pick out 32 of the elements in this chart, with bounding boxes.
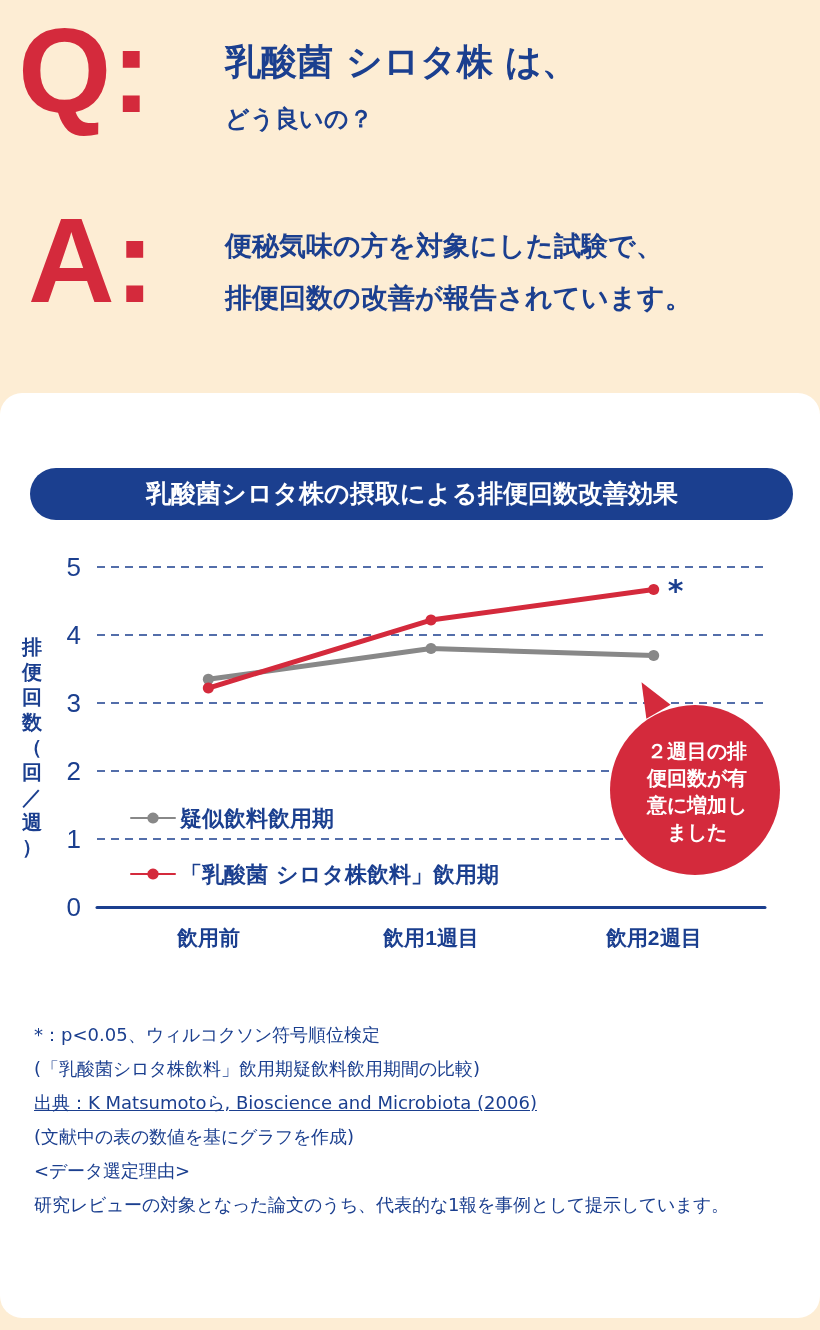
text: Q: [18,3,152,137]
source-note: 出典：K Matsumotoら, Bioscience and Microbiota (2006) [34,1091,538,1115]
text: どう良いの？ [225,104,373,135]
point [202,682,214,694]
text: (文献中の表の数値を基にグラフを作成) [34,1125,356,1149]
text: 排便回数（回／週） [22,635,42,859]
y-tick-label: 0 [66,892,81,922]
point [425,614,437,626]
y-tick-label: 3 [66,688,81,718]
text: A: [28,193,155,327]
text: 排便回数の改善が報告されています。 [225,281,692,315]
text: 便秘気味の方を対象にした試験で、 [225,229,663,263]
text: <データ選定理由> [34,1159,192,1183]
x-tick-label: 飲用前 [175,926,240,949]
y-tick-label: 2 [66,756,81,786]
point [425,643,437,655]
text: *：p<0.05、ウィルコクソン符号順位検定 [34,1023,381,1047]
y-tick-label: 1 [66,824,81,854]
text: (「乳酸菌シロタ株飲料」飲用期疑飲料飲用期間の比較) [34,1057,482,1081]
point [648,583,660,595]
point [648,649,660,661]
x-tick-label: 飲用1週目 [382,926,479,949]
text: 研究レビューの対象となった論文のうち、代表的な1報を事例として提示しています。 [34,1193,731,1217]
annotation: ２週目の排便回数が有意に増加しました [645,738,748,846]
annotation: * [667,573,684,609]
chart-title: 乳酸菌シロタ株の摂取による排便回数改善効果 [30,468,793,520]
y-tick-label: 5 [66,552,81,582]
legend-label: 「乳酸菌 シロタ株飲料」飲用期 [180,861,499,887]
legend-label: 疑似飲料飲用期 [179,805,334,831]
x-tick-label: 飲用2週目 [604,926,702,949]
y-tick-label: 4 [66,620,81,650]
text: 乳酸菌 シロタ株 は、 [225,40,579,84]
